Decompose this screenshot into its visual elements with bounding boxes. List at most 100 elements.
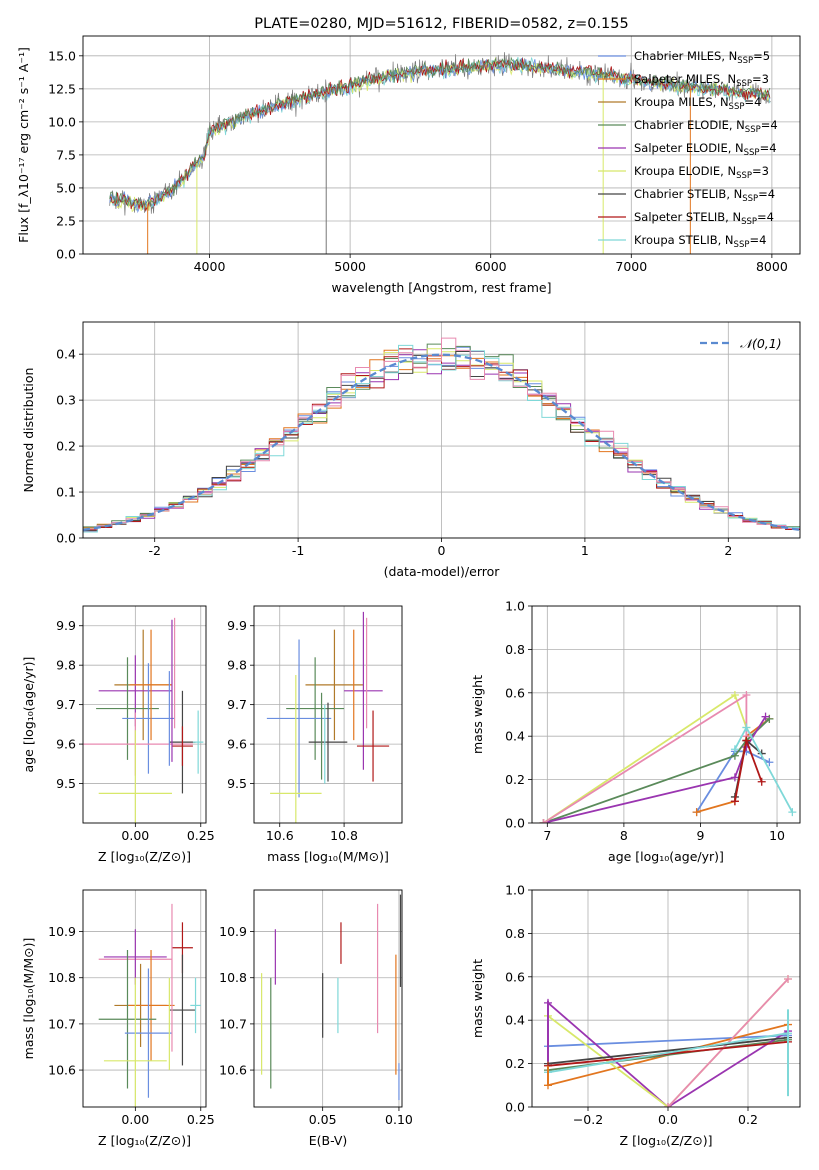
y-tick-label: 9.5 xyxy=(227,776,247,791)
error-bar-point xyxy=(122,663,175,774)
series-line xyxy=(543,716,767,823)
y-axis-label: Flux [f_λ10⁻¹⁷ erg cm⁻² s⁻¹ A⁻¹] xyxy=(16,47,31,243)
plot-area xyxy=(532,606,800,823)
axes-frame xyxy=(82,35,801,255)
y-tick-label: 12.5 xyxy=(48,81,76,96)
series-chabrier-elodie xyxy=(109,56,771,208)
x-tick-label: 2 xyxy=(724,543,732,558)
error-bar-point xyxy=(127,950,175,1061)
y-tick-label: 9.6 xyxy=(56,737,76,752)
mass-vs-ebv-panel: 0.05 0.10 10.6 10.7 10.8 10.9 E(B-V) xyxy=(219,889,413,1148)
histogram-kroupa-stelib xyxy=(83,344,800,533)
point-marker xyxy=(730,773,739,782)
x-tick-label: 0 xyxy=(438,543,446,558)
plot-area xyxy=(254,606,402,823)
y-tick-label: 0.4 xyxy=(56,347,76,362)
y-tick-label: 10.6 xyxy=(219,1063,247,1078)
x-axis-label: wavelength [Angstrom, rest frame] xyxy=(331,280,551,295)
x-tick-label: 4000 xyxy=(194,259,226,274)
error-bar-point xyxy=(169,954,196,1066)
y-tick-label: 0.4 xyxy=(505,1013,525,1028)
error-bar-point xyxy=(266,639,332,798)
legend-entry: Kroupa STELIB, NSSP=4 xyxy=(634,233,766,250)
x-axis-label: (data-model)/error xyxy=(384,564,501,579)
y-tick-label: 0.8 xyxy=(505,642,525,657)
x-tick-label: -2 xyxy=(148,543,160,558)
series-salpeter-stelib xyxy=(109,58,771,212)
y-axis-label: age [log₁₀(age/yr)] xyxy=(21,657,36,773)
x-tick-label: 0.0 xyxy=(658,1112,678,1127)
grid xyxy=(532,606,800,823)
histogram-pink xyxy=(83,337,800,530)
x-tick-label: 8000 xyxy=(756,259,788,274)
y-tick-label: 0.0 xyxy=(505,1100,525,1115)
y-tick-label: 1.0 xyxy=(505,883,525,898)
y-tick-label: 0.3 xyxy=(56,393,76,408)
y-tick-label: 2.5 xyxy=(56,213,76,228)
x-tick-label: 0.25 xyxy=(187,1112,215,1127)
point-marker xyxy=(761,712,770,721)
x-tick-label: 10.8 xyxy=(330,828,358,843)
point-marker xyxy=(730,690,739,699)
error-bar-point xyxy=(103,977,167,1107)
grid xyxy=(83,890,206,1107)
legend-entry: Chabrier ELODIE, NSSP=4 xyxy=(634,118,778,135)
error-bar-point xyxy=(308,702,348,782)
y-axis-label: Normed distribution xyxy=(21,368,36,493)
age-vs-mass-panel: 10.6 10.8 9.5 9.6 9.7 9.8 9.9 mass [log₁₀(M/M⊙)… xyxy=(227,605,403,864)
spectrum-panel: 4000 5000 6000 7000 8000 0.0 2.5 5.0 7.5 10.0 12.5… xyxy=(16,16,801,295)
plot-area xyxy=(83,606,206,823)
point-marker xyxy=(765,758,774,767)
y-tick-label: 0.0 xyxy=(56,247,76,262)
x-tick-label: 0.00 xyxy=(121,828,149,843)
y-tick-label: 9.7 xyxy=(56,697,76,712)
y-tick-label: 0.0 xyxy=(505,816,525,831)
y-tick-label: 10.9 xyxy=(219,924,247,939)
point-marker xyxy=(757,777,766,786)
series-line xyxy=(543,718,771,823)
grid xyxy=(254,890,402,1107)
error-bar-point xyxy=(98,730,172,823)
x-tick-label: 7000 xyxy=(615,259,647,274)
y-tick-label: 0.8 xyxy=(505,926,525,941)
x-tick-label: 0.10 xyxy=(385,1112,413,1127)
mass-vs-Z-panel: 0.00 0.25 10.6 10.7 10.8 10.9 Z [log₁₀(Z/Z⊙)] m… xyxy=(21,889,215,1148)
y-axis-label: mass [log₁₀(M/M⊙)] xyxy=(21,938,36,1060)
axes-frame xyxy=(531,605,801,824)
x-tick-label: 0.05 xyxy=(309,1112,337,1127)
plot-area xyxy=(83,322,800,538)
series-line xyxy=(547,1002,789,1107)
age-vs-Z-panel: 0.00 0.25 9.5 9.6 9.7 9.8 9.9 Z [log₁₀(Z/Z⊙)] ag… xyxy=(21,605,215,864)
gaussian-curve xyxy=(83,353,800,532)
plot-area xyxy=(83,36,800,254)
error-bar-point xyxy=(356,710,390,782)
x-tick-label: 0.2 xyxy=(738,1112,758,1127)
x-tick-label: 9 xyxy=(696,828,704,843)
axes-frame xyxy=(82,889,207,1108)
error-bar-point xyxy=(344,611,383,770)
plot-area xyxy=(532,890,800,1107)
y-tick-label: 10.7 xyxy=(48,1016,76,1031)
point-marker xyxy=(788,808,797,817)
y-tick-label: 9.8 xyxy=(56,658,76,673)
grid xyxy=(532,890,800,1107)
y-tick-label: 15.0 xyxy=(48,48,76,63)
point-marker xyxy=(742,736,751,745)
plot-area xyxy=(83,890,206,1107)
plot-area xyxy=(254,890,402,1107)
legend-entry: Kroupa MILES, NSSP=4 xyxy=(634,95,761,112)
x-tick-label: 7 xyxy=(543,828,551,843)
x-axis-label: mass [log₁₀(M/M⊙)] xyxy=(267,849,389,864)
residual-histogram-panel: -2 -1 0 1 2 0.0 0.1 0.2 0.3 0.4 (data-model)/error… xyxy=(21,321,801,579)
x-tick-label: 6000 xyxy=(475,259,507,274)
y-tick-label: 9.8 xyxy=(227,658,247,673)
y-tick-label: 0.1 xyxy=(56,485,76,500)
y-tick-label: 10.7 xyxy=(219,1016,247,1031)
y-tick-label: 9.7 xyxy=(227,697,247,712)
x-tick-label: 10 xyxy=(769,828,785,843)
point-marker xyxy=(742,723,751,732)
x-tick-label: 5000 xyxy=(334,259,366,274)
x-tick-label: 1 xyxy=(581,543,589,558)
error-bar-point xyxy=(124,968,172,1098)
